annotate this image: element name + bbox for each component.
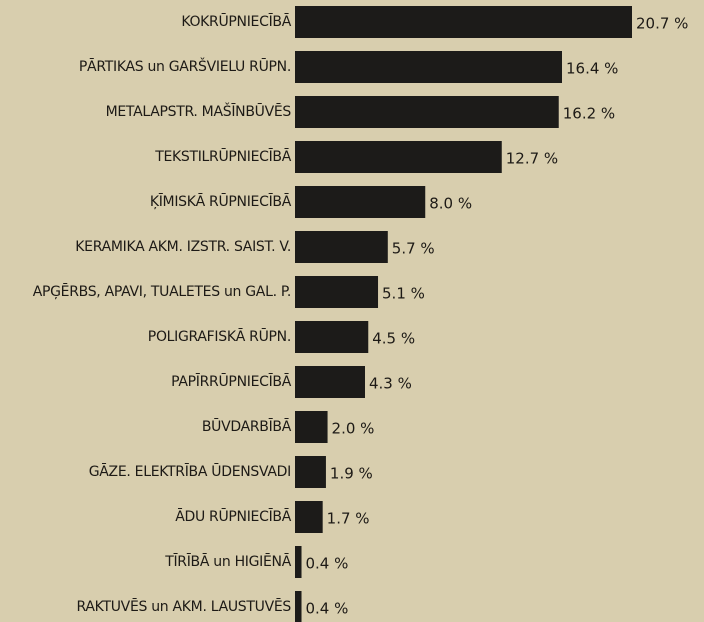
value-label: 4.3 % [369,375,412,393]
bar [295,456,326,488]
category-label: BŪVDARBĪBĀ [202,418,292,435]
bar [295,321,369,353]
value-label: 5.7 % [392,240,435,258]
value-label: 1.9 % [330,465,373,483]
category-label: ĀDU RŪPNIECĪBĀ [175,508,292,525]
category-label: PAPĪRRŪPNIECĪBĀ [171,373,292,390]
value-label: 12.7 % [506,150,558,168]
value-label: 2.0 % [332,420,375,438]
value-label: 0.4 % [306,555,349,573]
category-label: APĢĒRBS, APAVI, TUALETES un GAL. P. [33,283,291,300]
value-label: 16.2 % [563,105,615,123]
category-label: KOKRŪPNIECĪBĀ [181,13,291,30]
bar [295,186,426,218]
value-label: 16.4 % [566,60,618,78]
bar [295,591,302,622]
category-label: RAKTUVĒS un AKM. LAUSTUVĒS [77,598,292,615]
value-label: 4.5 % [372,330,415,348]
bar [295,231,388,263]
bar [295,411,328,443]
bar [295,546,302,578]
category-label: PĀRTIKAS un GARŠVIELU RŪPN. [79,57,291,75]
category-label: POLIGRAFISKĀ RŪPN. [148,328,291,345]
bar [295,366,366,398]
category-label: KERAMIKA AKM. IZSTR. SAIST. V. [75,239,291,255]
bar [295,501,323,533]
value-label: 1.7 % [327,510,370,528]
bar [295,51,562,83]
bar [295,276,379,308]
value-label: 8.0 % [429,195,472,213]
category-label: GĀZE. ELEKTRĪBA ŪDENSVADI [89,463,291,480]
category-label: TEKSTILRŪPNIECĪBĀ [154,148,292,165]
value-label: 20.7 % [636,15,688,33]
bar [295,6,632,38]
bar [295,141,502,173]
value-label: 5.1 % [382,285,425,303]
category-label: TĪRĪBĀ un HIGIĒNĀ [164,553,292,570]
category-label: METALAPSTR. MAŠĪNBŪVĒS [106,102,292,120]
category-label: ĶĪMISKĀ RŪPNIECĪBĀ [150,193,292,210]
value-label: 0.4 % [306,600,349,618]
bar [295,96,559,128]
